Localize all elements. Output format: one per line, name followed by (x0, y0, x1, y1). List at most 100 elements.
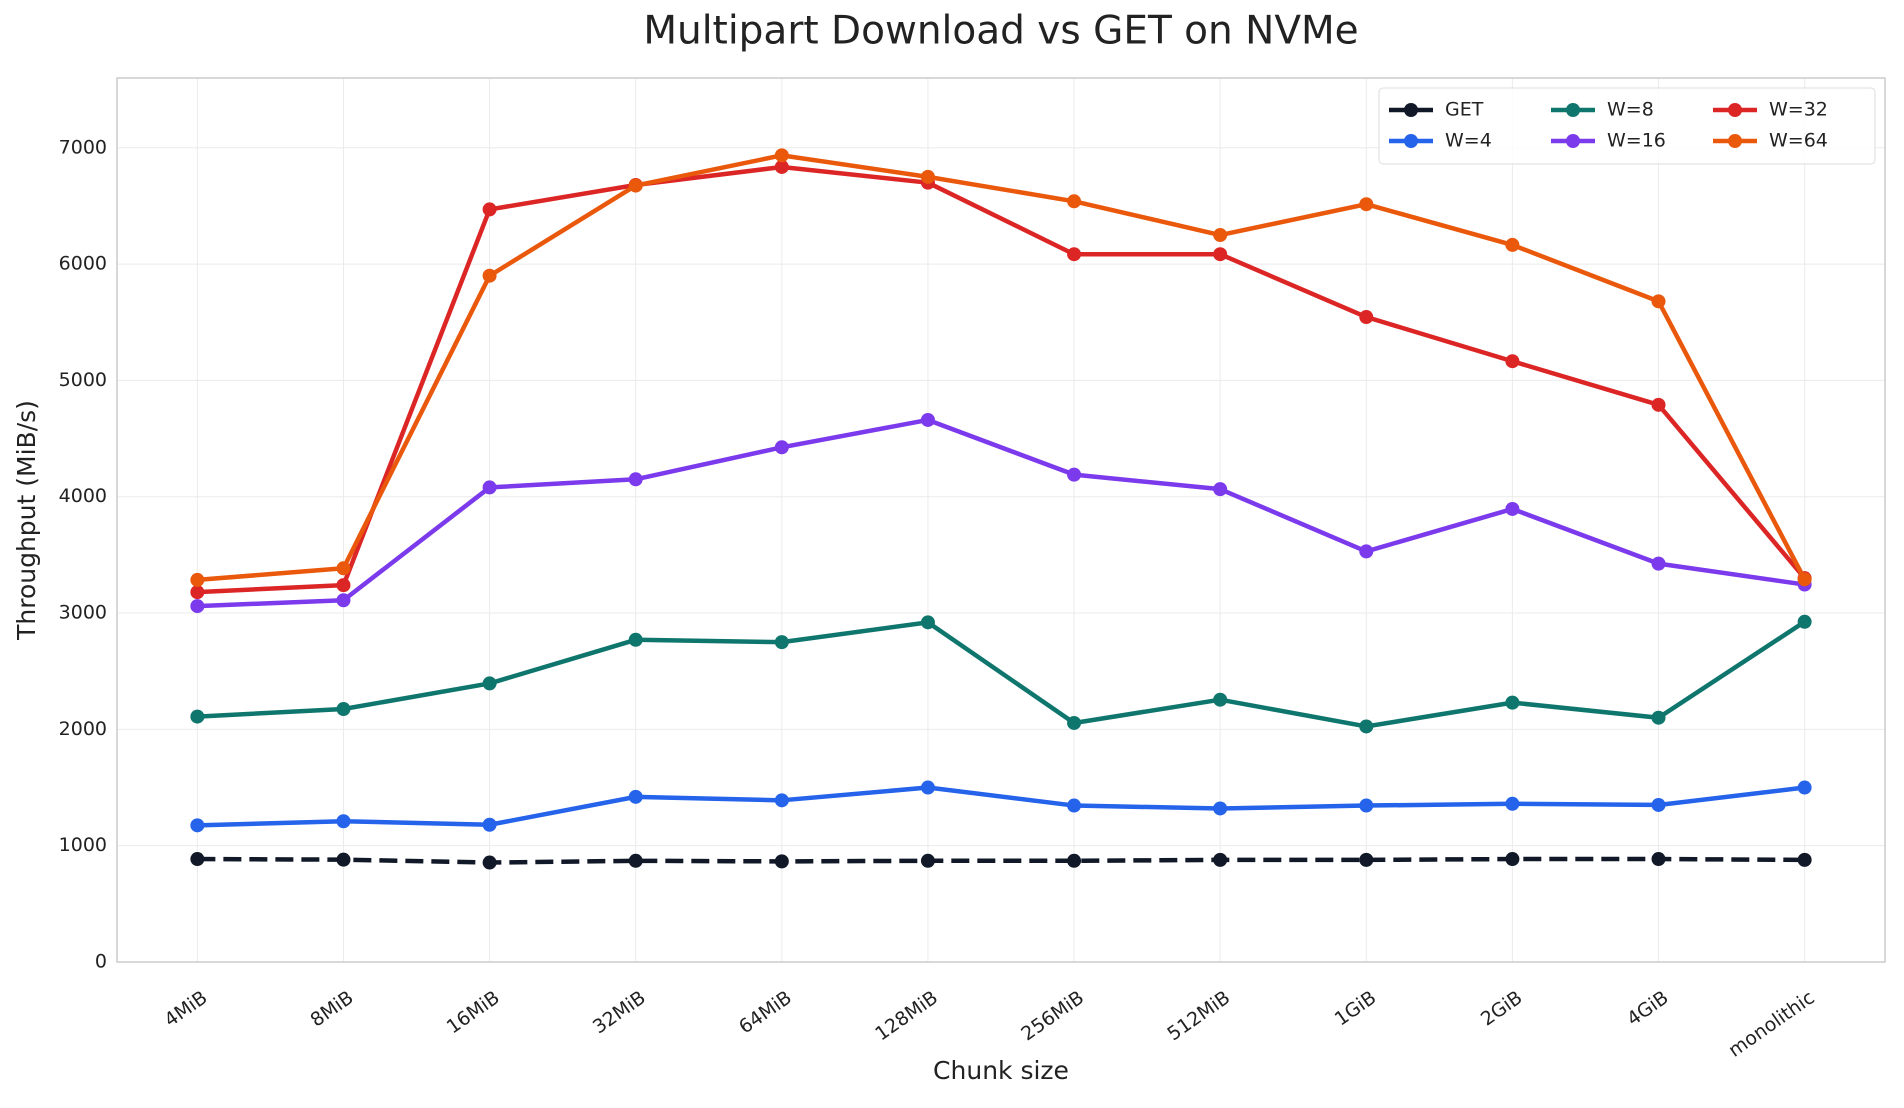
data-point (1359, 197, 1374, 212)
y-tick-label: 3000 (59, 602, 107, 624)
series-line (197, 619, 1806, 729)
data-point (1797, 780, 1812, 795)
legend-label: GET (1445, 99, 1484, 121)
data-point (1067, 798, 1082, 813)
series-line (197, 417, 1805, 609)
data-point (1213, 852, 1228, 867)
data-point (1797, 572, 1812, 587)
y-tick-label: 2000 (59, 718, 107, 740)
legend-label: W=4 (1445, 130, 1492, 152)
data-point (190, 572, 205, 587)
data-point (1651, 710, 1666, 725)
chart-title: Multipart Download vs GET on NVMe (643, 9, 1358, 54)
data-point (482, 817, 497, 832)
y-tick-label: 5000 (59, 369, 107, 391)
data-point (1359, 719, 1374, 734)
data-point (190, 585, 205, 600)
legend-label: W=16 (1607, 130, 1666, 152)
data-point (336, 593, 351, 608)
data-point (1213, 482, 1228, 497)
plot-frame (116, 77, 1886, 963)
legend-label: W=64 (1769, 130, 1828, 152)
data-point (336, 852, 351, 867)
data-point (1067, 715, 1082, 730)
y-tick-label: 1000 (59, 834, 107, 856)
y-tick-label: 6000 (59, 253, 107, 275)
data-point (628, 853, 643, 868)
data-point (774, 854, 789, 869)
data-point (628, 632, 643, 647)
series-line (197, 856, 1805, 865)
data-point (190, 852, 205, 867)
data-point (1797, 852, 1812, 867)
data-point (1359, 544, 1374, 559)
data-point (1651, 556, 1666, 571)
data-point (1213, 228, 1228, 243)
legend-box (1378, 87, 1876, 165)
data-point (1067, 194, 1082, 209)
data-point (190, 818, 205, 833)
data-point (1067, 853, 1082, 868)
data-point (1797, 614, 1812, 629)
data-point (628, 789, 643, 804)
data-point (774, 159, 789, 174)
series-line (197, 164, 1807, 595)
legend-marker (1404, 103, 1418, 117)
series-line (197, 153, 1807, 583)
y-tick-label: 4000 (59, 485, 107, 507)
data-point (774, 635, 789, 650)
data-point (1505, 852, 1520, 867)
legend-marker (1566, 103, 1580, 117)
legend-label: W=32 (1769, 99, 1828, 121)
data-point (774, 793, 789, 808)
data-point (482, 855, 497, 870)
data-point (482, 202, 497, 217)
x-axis-label: Chunk size (933, 1056, 1069, 1085)
data-point (336, 578, 351, 593)
data-point (1505, 796, 1520, 811)
legend-marker (1566, 134, 1580, 148)
data-point (920, 780, 935, 795)
y-tick-label: 7000 (59, 136, 107, 158)
data-point (1067, 467, 1082, 482)
data-point (1651, 797, 1666, 812)
grid (117, 78, 1885, 963)
data-point (336, 814, 351, 829)
data-point (482, 480, 497, 495)
data-point (920, 169, 935, 184)
data-point (1651, 294, 1666, 309)
legend-marker (1728, 134, 1742, 148)
data-point (1359, 798, 1374, 813)
data-point (628, 472, 643, 487)
data-point (920, 615, 935, 630)
data-point (336, 702, 351, 717)
data-point (628, 178, 643, 193)
data-point (190, 599, 205, 614)
data-point (920, 412, 935, 427)
series-line (197, 785, 1805, 828)
data-point (482, 268, 497, 283)
data-point (1359, 852, 1374, 867)
data-point (1067, 247, 1082, 262)
data-point (1505, 354, 1520, 369)
legend-label: W=8 (1607, 99, 1654, 121)
data-point (1651, 397, 1666, 412)
data-point (1505, 501, 1520, 516)
data-point (1213, 692, 1228, 707)
data-point (1359, 310, 1374, 325)
data-point (1213, 247, 1228, 262)
data-point (1651, 852, 1666, 867)
data-point (774, 148, 789, 163)
y-tick-label: 0 (95, 951, 107, 973)
data-point (1505, 237, 1520, 252)
data-point (1213, 801, 1228, 816)
data-point (482, 676, 497, 691)
data-point (1505, 695, 1520, 710)
y-axis-label: Throughput (MiB/s) (12, 400, 41, 641)
legend-marker (1404, 134, 1418, 148)
legend-marker (1728, 103, 1742, 117)
data-point (190, 709, 205, 724)
data-point (774, 440, 789, 455)
data-point (336, 561, 351, 576)
